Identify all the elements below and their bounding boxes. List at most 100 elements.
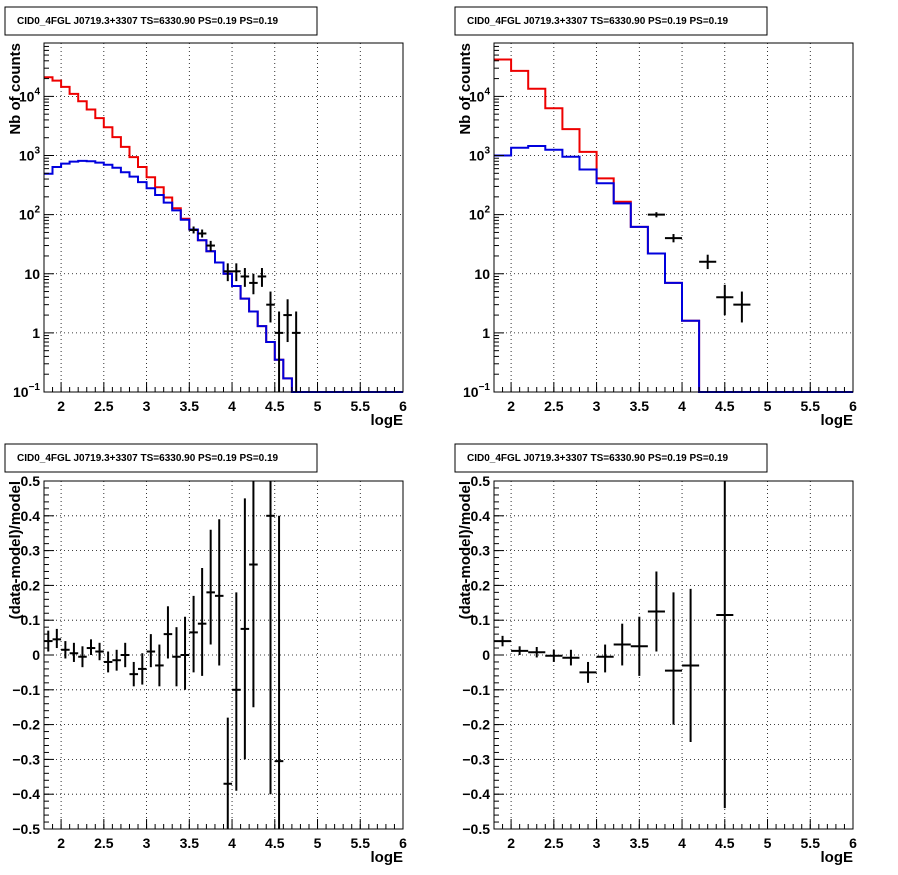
y-tick-label: 1 (32, 325, 40, 341)
data-point (86, 639, 96, 655)
y-tick-label: −0.1 (462, 682, 490, 698)
x-tick-label: 2 (507, 835, 515, 851)
data-series (44, 481, 284, 829)
data-point (155, 644, 164, 687)
data-point (172, 627, 181, 687)
data-point (562, 649, 580, 666)
x-tick-label: 5.5 (351, 835, 371, 851)
data-point (189, 226, 198, 234)
x-tick-label: 3 (143, 398, 151, 414)
data-point (274, 515, 284, 829)
y-tick-label: 0.1 (471, 612, 491, 628)
data-point (232, 592, 241, 791)
x-tick-label: 5.5 (801, 398, 821, 414)
data-point (146, 634, 156, 668)
data-point (545, 649, 563, 662)
residuals-coarse-panel: 2 2.5 3 3.5 4 4.5 5 5.5 6 −0.5 −0.4 −0.3 −0.2 −0.1 0 0.… (454, 443, 857, 866)
y-tick-label: 102 (469, 205, 491, 223)
x-tick-label: 5 (764, 835, 772, 851)
data-point (189, 595, 198, 673)
data-point (249, 273, 258, 295)
panel-title: CID0_4FGL J0719.3+3307 TS=6330.90 PS=0.1… (17, 453, 279, 464)
data-point (180, 616, 190, 690)
data-point (733, 291, 751, 323)
data-point (664, 592, 683, 725)
y-axis-label: (data-model)/model (7, 481, 24, 619)
data-point (240, 498, 250, 760)
axes: 2 2.5 3 3.5 4 4.5 5 5.5 6 10−1 1 10 102 103 104 (13, 45, 407, 414)
y-tick-label: 0.5 (471, 473, 491, 489)
x-tick-label: 4 (228, 398, 236, 414)
y-tick-label: 0.4 (471, 508, 491, 524)
y-tick-label: 104 (19, 86, 41, 104)
y-tick-label: 0.3 (471, 543, 491, 559)
panel-title-box: CID0_4FGL J0719.3+3307 TS=6330.90 PS=0.1… (454, 443, 768, 473)
data-point (214, 519, 224, 666)
x-axis-label: logE (371, 412, 404, 429)
x-tick-label: 6 (849, 835, 857, 851)
y-tick-label: 0.3 (21, 543, 41, 559)
y-tick-label: −0.4 (462, 786, 490, 802)
y-tick-label: 0.2 (471, 577, 491, 593)
data-point (240, 268, 250, 287)
x-tick-label: 3 (593, 398, 601, 414)
x-tick-label: 3.5 (630, 398, 650, 414)
data-point (266, 291, 275, 323)
data-point (699, 254, 717, 270)
x-tick-label: 5.5 (351, 398, 371, 414)
x-tick-label: 4.5 (265, 835, 285, 851)
y-tick-label: −0.2 (12, 717, 40, 733)
data-point (138, 653, 147, 685)
x-tick-label: 4 (678, 835, 686, 851)
data-point (716, 481, 734, 809)
residuals-fine-panel: 2 2.5 3 3.5 4 4.5 5 5.5 6 −0.5 −0.4 −0.3 −0.2 −0.1 0 0.… (4, 443, 407, 866)
y-tick-label: −0.1 (12, 682, 40, 698)
data-point (69, 642, 79, 662)
data-point (52, 628, 62, 649)
data-point (78, 646, 87, 668)
y-tick-label: 10 (24, 266, 40, 282)
x-tick-label: 4 (228, 835, 236, 851)
x-tick-label: 2 (57, 835, 65, 851)
x-tick-label: 4.5 (715, 835, 735, 851)
x-tick-label: 2.5 (544, 835, 564, 851)
y-axis-label: (data-model)/model (457, 481, 474, 619)
x-tick-label: 2.5 (544, 398, 564, 414)
data-point (266, 481, 275, 795)
y-tick-label: 10 (474, 266, 490, 282)
data-point (120, 642, 130, 668)
x-tick-label: 2.5 (94, 398, 114, 414)
x-axis-label: logE (821, 849, 854, 866)
panel-title: CID0_4FGL J0719.3+3307 TS=6330.90 PS=0.1… (17, 16, 279, 27)
data-point (223, 717, 233, 829)
data-point (528, 646, 546, 658)
data-point (163, 606, 173, 659)
axes: 2 2.5 3 3.5 4 4.5 5 5.5 6 10−1 1 10 102 103 104 (463, 45, 857, 414)
data-point (223, 263, 233, 282)
y-tick-label: 0.5 (21, 473, 41, 489)
data-point (232, 263, 241, 282)
x-tick-label: 6 (399, 398, 407, 414)
x-tick-label: 3.5 (180, 835, 200, 851)
data-point (283, 299, 292, 343)
x-tick-label: 3 (143, 835, 151, 851)
x-axis-label: logE (821, 412, 854, 429)
data-point (197, 568, 207, 676)
data-point (613, 623, 631, 666)
data-point (647, 212, 665, 218)
data-point (61, 641, 70, 659)
data-point (682, 588, 700, 742)
x-tick-label: 4.5 (265, 398, 285, 414)
panel-title-box: CID0_4FGL J0719.3+3307 TS=6330.90 PS=0.1… (454, 6, 768, 36)
data-point (206, 240, 215, 252)
x-tick-label: 5 (314, 835, 322, 851)
data-point (579, 661, 597, 683)
data-point (291, 311, 301, 392)
y-tick-label: −0.5 (12, 821, 40, 837)
data-point (112, 649, 121, 671)
x-tick-label: 5 (764, 398, 772, 414)
x-tick-label: 2 (507, 398, 515, 414)
data-point (664, 234, 683, 243)
data-point (206, 529, 215, 645)
